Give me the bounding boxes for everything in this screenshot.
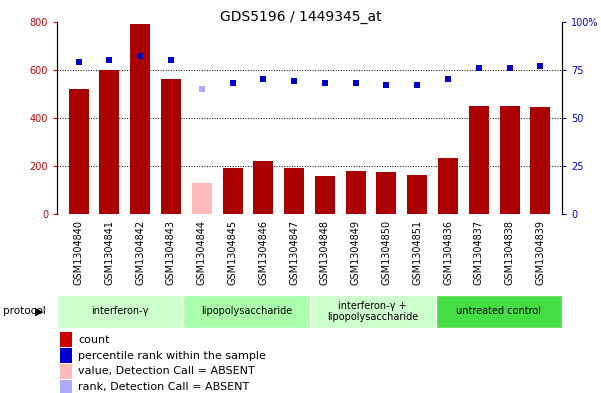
Text: GSM1304850: GSM1304850 <box>382 220 391 285</box>
Text: GSM1304840: GSM1304840 <box>74 220 84 285</box>
Bar <box>346 171 365 214</box>
Bar <box>407 175 427 214</box>
Bar <box>161 79 181 214</box>
Bar <box>531 107 551 214</box>
Text: GSM1304847: GSM1304847 <box>289 220 299 285</box>
Text: GSM1304841: GSM1304841 <box>105 220 114 285</box>
Text: lipopolysaccharide: lipopolysaccharide <box>201 307 292 316</box>
Text: interferon-γ +
lipopolysaccharide: interferon-γ + lipopolysaccharide <box>327 301 418 322</box>
Bar <box>284 169 304 214</box>
Text: GSM1304844: GSM1304844 <box>197 220 207 285</box>
Bar <box>57 295 183 328</box>
Bar <box>59 332 72 347</box>
Bar <box>183 295 310 328</box>
Text: value, Detection Call = ABSENT: value, Detection Call = ABSENT <box>78 366 255 376</box>
Text: GSM1304843: GSM1304843 <box>166 220 176 285</box>
Bar <box>376 172 397 214</box>
Bar <box>99 70 120 214</box>
Bar <box>436 295 562 328</box>
Text: GSM1304846: GSM1304846 <box>258 220 268 285</box>
Text: untreated control: untreated control <box>456 307 542 316</box>
Bar <box>315 176 335 214</box>
Bar <box>130 24 150 214</box>
Bar <box>59 380 72 393</box>
Text: rank, Detection Call = ABSENT: rank, Detection Call = ABSENT <box>78 382 249 392</box>
Text: GSM1304842: GSM1304842 <box>135 220 145 285</box>
Bar <box>254 161 273 214</box>
Bar <box>438 158 458 214</box>
Text: GSM1304848: GSM1304848 <box>320 220 330 285</box>
Text: interferon-γ: interferon-γ <box>91 307 149 316</box>
Bar <box>499 106 520 214</box>
Text: GSM1304838: GSM1304838 <box>505 220 514 285</box>
Bar <box>469 106 489 214</box>
Text: GSM1304837: GSM1304837 <box>474 220 484 285</box>
Bar <box>310 295 436 328</box>
Text: GDS5196 / 1449345_at: GDS5196 / 1449345_at <box>220 10 381 24</box>
Bar <box>192 183 212 214</box>
Text: GSM1304851: GSM1304851 <box>412 220 423 285</box>
Bar <box>59 348 72 363</box>
Text: GSM1304839: GSM1304839 <box>535 220 545 285</box>
Text: GSM1304845: GSM1304845 <box>228 220 237 285</box>
Bar <box>59 364 72 379</box>
Text: protocol: protocol <box>3 307 46 316</box>
Text: count: count <box>78 335 110 345</box>
Text: percentile rank within the sample: percentile rank within the sample <box>78 351 266 361</box>
Text: ▶: ▶ <box>35 307 43 316</box>
Bar <box>69 89 89 214</box>
Text: GSM1304849: GSM1304849 <box>351 220 361 285</box>
Text: GSM1304836: GSM1304836 <box>443 220 453 285</box>
Bar <box>222 169 243 214</box>
